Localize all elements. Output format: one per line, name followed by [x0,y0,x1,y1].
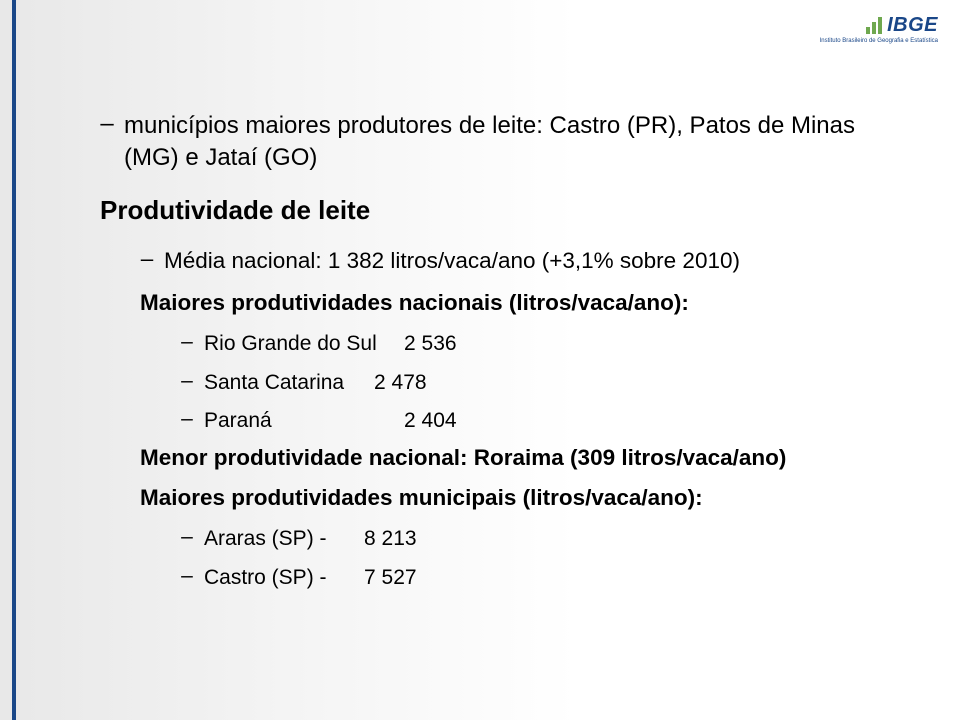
dash-icon: – [140,246,154,272]
item-label: Rio Grande do Sul [204,330,394,358]
item-value: 7 527 [364,564,417,592]
left-accent-bar [12,0,16,720]
logo-bars-icon [866,17,882,34]
list-item: Rio Grande do Sul 2 536 [204,330,457,358]
menor-produtividade-line: Menor produtividade nacional: Roraima (3… [140,445,900,471]
maiores-municipais-label: Maiores produtividades municipais (litro… [140,485,900,511]
section-heading: Produtividade de leite [100,195,900,226]
item-value: 2 478 [374,369,427,397]
item-label: Castro (SP) - [204,564,354,592]
list-item: Araras (SP) - 8 213 [204,525,417,553]
item-value: 2 404 [404,407,457,435]
list-item: Castro (SP) - 7 527 [204,564,417,592]
item-label: Paraná [204,407,394,435]
logo-subtitle: Instituto Brasileiro de Geografia e Esta… [820,38,938,44]
item-label: Araras (SP) - [204,525,354,553]
maiores-nacionais-label: Maiores produtividades nacionais (litros… [140,290,900,316]
dash-icon: – [100,110,114,138]
item-value: 2 536 [404,330,457,358]
dash-icon: – [180,564,194,588]
list-item: Santa Catarina 2 478 [204,369,427,397]
item-label: Santa Catarina [204,369,364,397]
item-value: 8 213 [364,525,417,553]
dash-icon: – [180,407,194,431]
logo-text: IBGE [887,14,938,37]
dash-icon: – [180,525,194,549]
list-item: Paraná 2 404 [204,407,457,435]
dash-icon: – [180,369,194,393]
slide-content: – municípios maiores produtores de leite… [60,110,900,602]
top-bullet-text: municípios maiores produtores de leite: … [124,110,900,175]
media-nacional-line: Média nacional: 1 382 litros/vaca/ano (+… [164,246,740,276]
dash-icon: – [180,330,194,354]
ibge-logo: IBGE Instituto Brasileiro de Geografia e… [820,14,938,44]
